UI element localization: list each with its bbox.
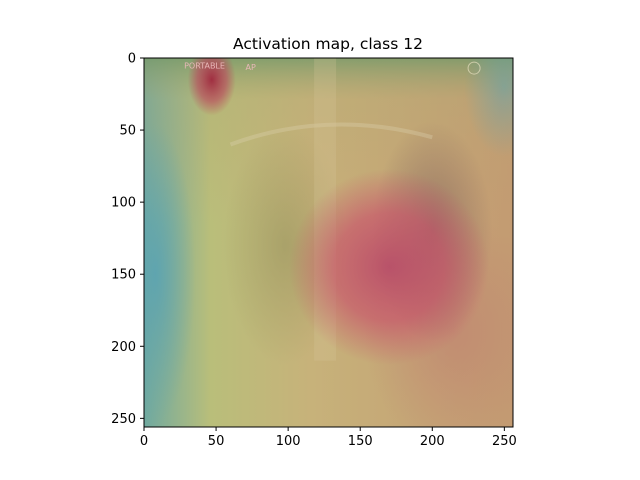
image-annotation-1: AP	[246, 63, 256, 72]
y-tick-label: 200	[111, 340, 136, 355]
plot-frame	[143, 57, 514, 428]
marker-circle-icon	[467, 61, 481, 75]
x-tick-label: 200	[420, 434, 445, 449]
y-tick-label: 250	[111, 412, 136, 427]
x-tick-label: 100	[276, 434, 301, 449]
image-annotation-0: PORTABLE	[184, 61, 225, 70]
y-tick-label: 150	[111, 268, 136, 283]
x-axis: 0 50 100 150 200 250	[140, 427, 517, 449]
y-tick-label: 0	[128, 52, 136, 67]
x-tick-label: 0	[140, 434, 148, 449]
y-tick-label: 100	[111, 196, 136, 211]
x-tick-label: 150	[348, 434, 373, 449]
cool-region-top-right	[464, 58, 513, 157]
y-tick-label: 50	[119, 124, 136, 139]
x-tick-label: 250	[492, 434, 517, 449]
chart-title: Activation map, class 12	[233, 35, 423, 53]
hotspot-top	[187, 58, 236, 116]
y-axis: 0 50 100 150 200 250	[111, 52, 144, 427]
cool-region-left	[144, 124, 196, 425]
hotspot-main	[289, 169, 490, 366]
clavicle-outline	[229, 122, 433, 147]
activation-heatmap-image: PORTABLE AP	[144, 58, 513, 427]
x-tick-label: 50	[208, 434, 225, 449]
